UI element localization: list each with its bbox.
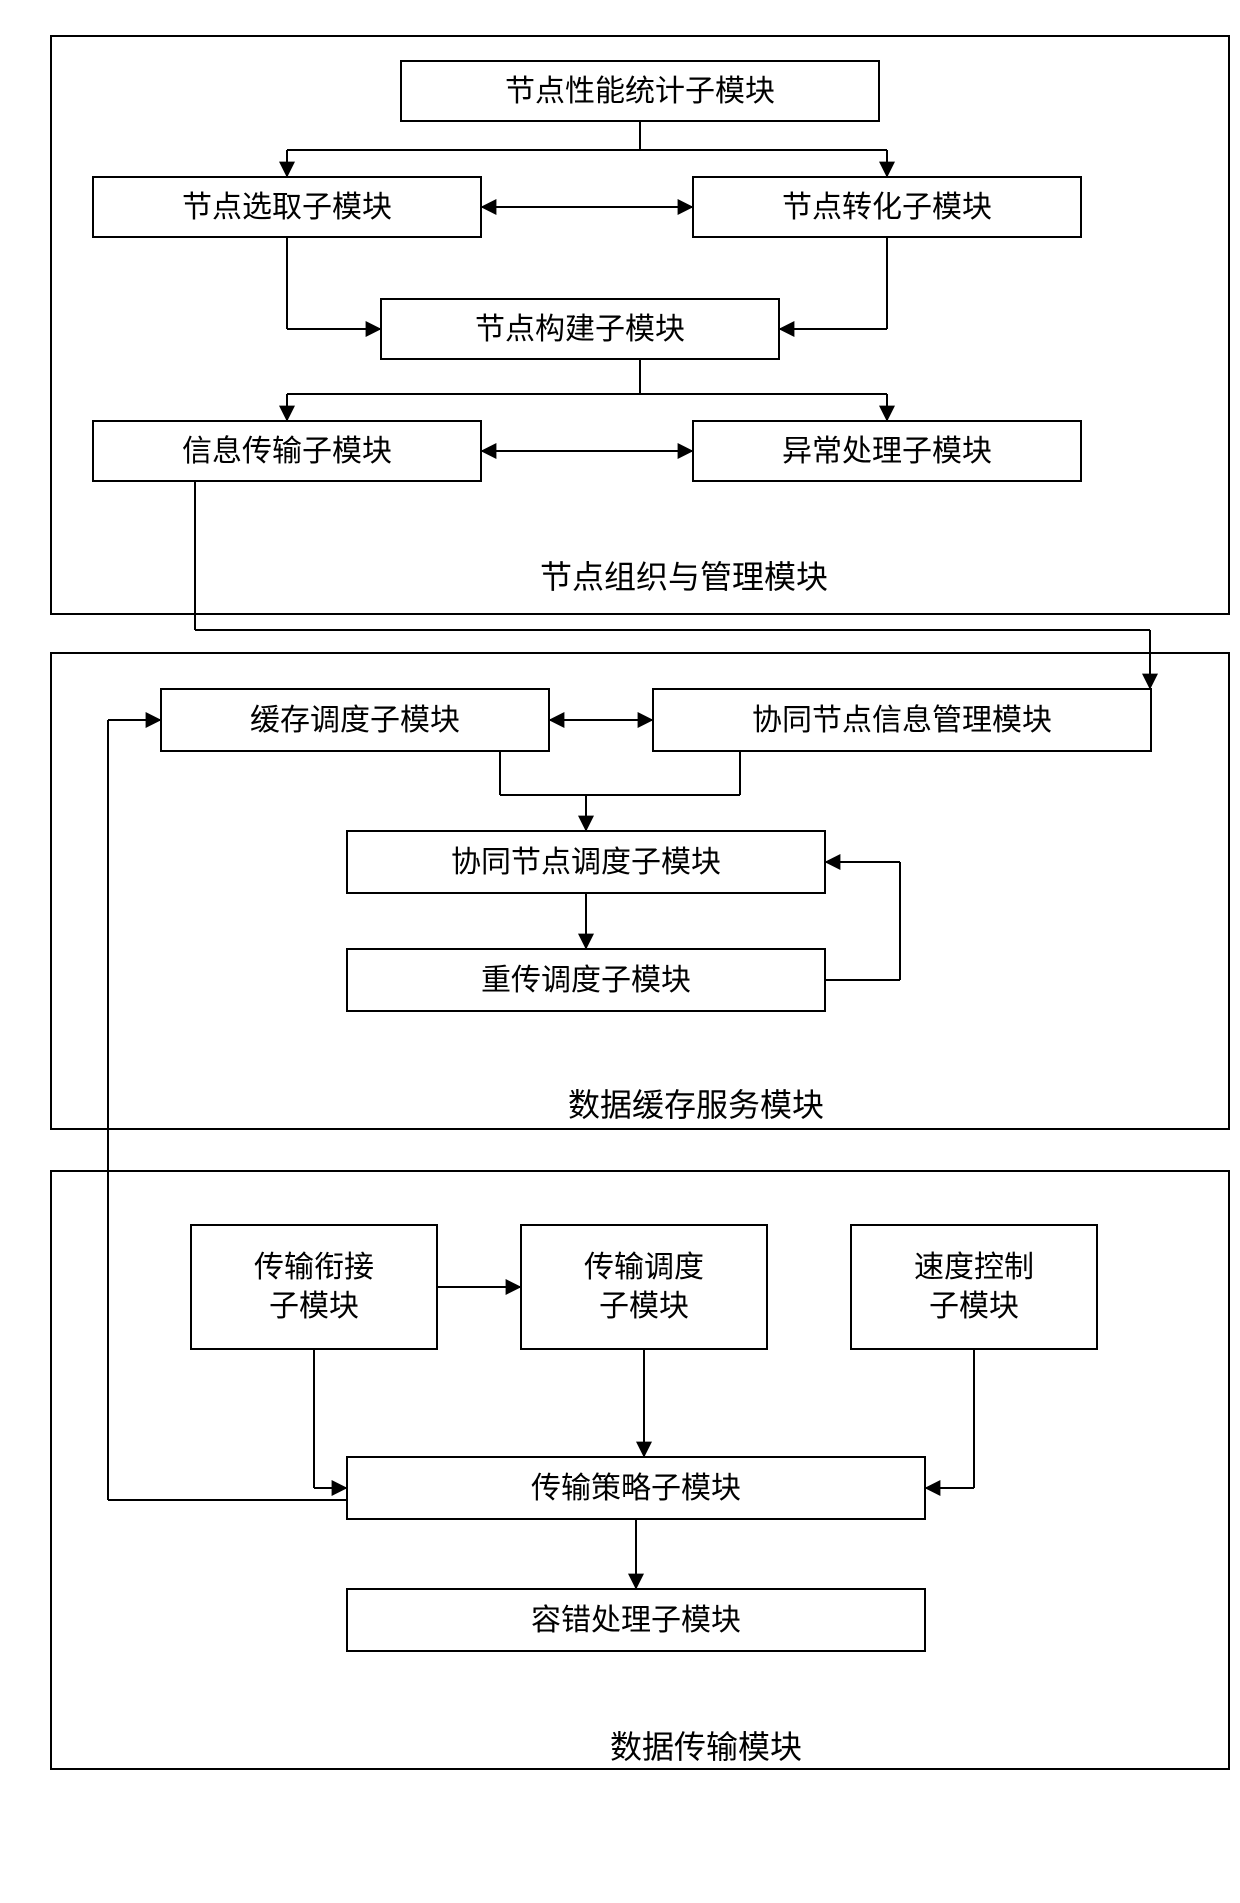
node-select: 节点选取子模块 — [92, 176, 482, 238]
node-trans-link: 传输衔接子模块 — [190, 1224, 438, 1350]
node-convert: 节点转化子模块 — [692, 176, 1082, 238]
node-co-sched: 协同节点调度子模块 — [346, 830, 826, 894]
node-info-transfer: 信息传输子模块 — [92, 420, 482, 482]
node-trans-sched: 传输调度子模块 — [520, 1224, 768, 1350]
node-exception: 异常处理子模块 — [692, 420, 1082, 482]
node-trans-policy: 传输策略子模块 — [346, 1456, 926, 1520]
node-speed-ctrl: 速度控制子模块 — [850, 1224, 1098, 1350]
node-build: 节点构建子模块 — [380, 298, 780, 360]
node-coinfo-mgmt: 协同节点信息管理模块 — [652, 688, 1152, 752]
module-middle-label: 数据缓存服务模块 — [568, 1080, 824, 1126]
node-retrans-sched: 重传调度子模块 — [346, 948, 826, 1012]
node-fault-handle: 容错处理子模块 — [346, 1588, 926, 1652]
node-perf-stats: 节点性能统计子模块 — [400, 60, 880, 122]
module-bottom-label: 数据传输模块 — [610, 1722, 802, 1768]
diagram-canvas: 节点组织与管理模块 数据缓存服务模块 数据传输模块 节点性能统计子模块 节点选取… — [20, 20, 1240, 1883]
module-top-label: 节点组织与管理模块 — [540, 552, 828, 598]
node-cache-sched: 缓存调度子模块 — [160, 688, 550, 752]
